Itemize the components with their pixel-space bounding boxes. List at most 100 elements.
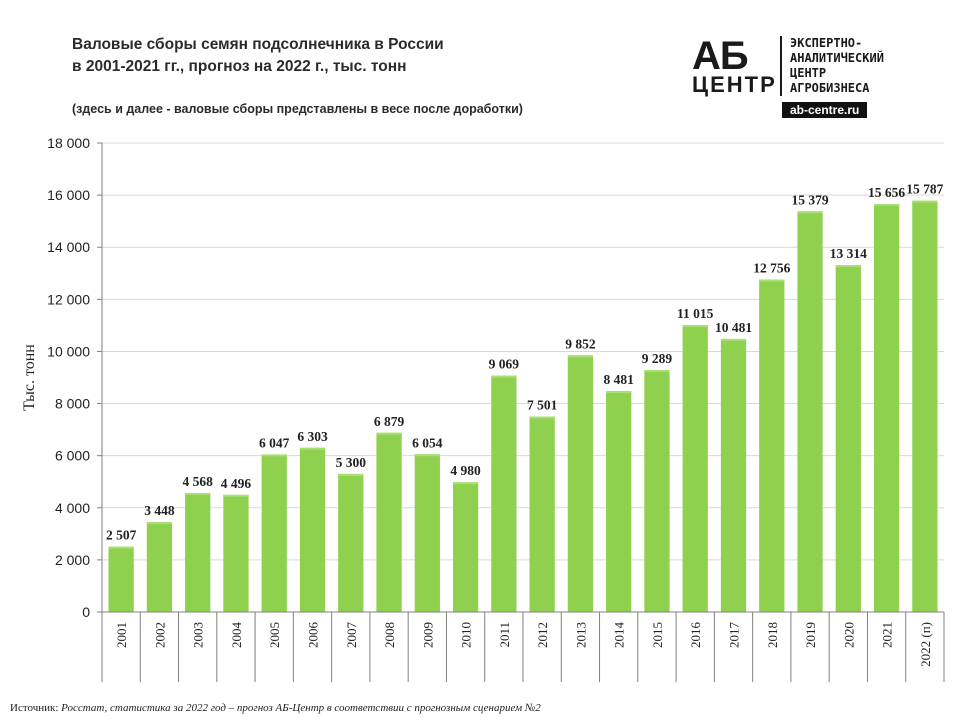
bar-highlight: [376, 432, 402, 435]
bar-highlight: [414, 454, 440, 457]
bar-highlight: [759, 279, 785, 282]
logo-text: ЭКСПЕРТНО- АНАЛИТИЧЕСКИЙ ЦЕНТР АГРОБИЗНЕ…: [790, 36, 884, 96]
bar-highlight: [912, 200, 938, 203]
x-tick-label: 2010: [459, 622, 474, 648]
bar-highlight: [491, 375, 517, 378]
x-tick-label: 2016: [688, 622, 703, 649]
source-note: Источник: Росстат, статистика за 2022 го…: [10, 702, 541, 714]
bar: [108, 546, 134, 612]
y-tick-label: 18 000: [47, 135, 90, 151]
logo-mark-bottom: ЦЕНТР: [692, 72, 777, 97]
value-label: 15 656: [868, 185, 905, 200]
value-labels: 2 507 3 448 4 568 4 496 6 047 6 303 5 300 6 879…: [106, 182, 944, 543]
x-tick-label: 2006: [306, 622, 321, 649]
y-tick-label: 12 000: [47, 291, 90, 307]
x-tick-label: 2015: [650, 622, 665, 648]
x-axis-ticks: 2001 2002 2003 2004 2005 2006 2007 2008 2009 2010…: [114, 612, 933, 682]
x-tick-label: 2017: [727, 622, 742, 649]
bar: [797, 211, 823, 612]
value-label: 6 303: [297, 429, 328, 444]
source-label: Источник:: [10, 702, 59, 714]
x-tick-label: 2003: [191, 622, 206, 648]
x-tick-label: 2012: [535, 622, 550, 648]
y-axis-ticks: 0 2 000 4 000 6 000 8 000 10 000 12 000 14 000 1…: [47, 135, 102, 620]
bar: [759, 279, 785, 612]
bar: [720, 338, 747, 612]
chart-title: Валовые сборы семян подсолнечника в Росс…: [72, 34, 444, 78]
bar-highlight: [644, 369, 670, 372]
value-label: 6 879: [374, 414, 405, 429]
bar: [223, 494, 249, 612]
x-tick-label: 2018: [765, 622, 780, 648]
value-label: 9 069: [489, 357, 520, 372]
bar: [912, 200, 938, 612]
logo-text-line: ЦЕНТР: [790, 66, 827, 80]
bar: [835, 265, 861, 612]
value-label: 7 501: [527, 398, 558, 413]
x-tick-label: 2009: [420, 622, 435, 648]
value-label: 12 756: [753, 261, 790, 276]
bar-highlight: [108, 546, 134, 549]
bar-highlight: [261, 454, 287, 457]
y-axis-label: Тыс. тонн: [21, 344, 38, 411]
bar: [682, 324, 708, 612]
bar-highlight: [338, 473, 364, 476]
y-tick-label: 14 000: [47, 239, 90, 255]
value-label: 15 379: [791, 192, 828, 207]
bar: [873, 204, 900, 612]
bar: [567, 355, 594, 612]
value-label: 11 015: [677, 306, 714, 321]
y-tick-label: 10 000: [47, 343, 90, 359]
value-label: 15 787: [906, 182, 943, 197]
value-label: 2 507: [106, 528, 137, 543]
bar-highlight: [223, 494, 249, 497]
bar-highlight: [720, 338, 747, 341]
bar: [606, 391, 632, 612]
bar-highlight: [529, 416, 555, 419]
logo-mark: АБ ЦЕНТР: [692, 36, 777, 96]
chart-title-line2: в 2001-2021 гг., прогноз на 2022 г., тыс…: [72, 58, 407, 75]
y-tick-label: 16 000: [47, 187, 90, 203]
bar-highlight: [185, 492, 211, 495]
logo-text-line: АГРОБИЗНЕСА: [790, 81, 870, 95]
bar-highlight: [606, 391, 632, 394]
y-tick-label: 0: [82, 604, 90, 620]
x-tick-label: 2019: [803, 622, 818, 648]
bar-highlight: [797, 211, 823, 214]
logo-text-line: ЭКСПЕРТНО-: [790, 36, 863, 50]
chart-title-line1: Валовые сборы семян подсолнечника в Росс…: [72, 36, 444, 53]
x-tick-label: 2013: [573, 622, 588, 648]
value-label: 4 568: [182, 474, 213, 489]
y-tick-label: 8 000: [55, 396, 90, 412]
value-label: 9 289: [642, 351, 673, 366]
x-tick-label: 2008: [382, 622, 397, 648]
x-tick-label: 2002: [152, 622, 167, 648]
bar: [299, 447, 326, 612]
x-tick-label: 2020: [841, 622, 856, 648]
bar: [146, 522, 173, 612]
bar-highlight: [682, 324, 708, 327]
x-tick-label: 2011: [497, 622, 512, 648]
bar: [491, 375, 517, 612]
bar: [185, 492, 211, 612]
value-label: 9 852: [565, 336, 596, 351]
bar: [376, 432, 402, 612]
y-tick-label: 4 000: [55, 500, 90, 516]
source-text: Росстат, статистика за 2022 год – прогно…: [58, 702, 541, 714]
value-label: 8 481: [603, 372, 634, 387]
value-label: 3 448: [144, 503, 175, 518]
bar: [414, 454, 440, 612]
logo-site: ab-centre.ru: [782, 102, 868, 118]
bar-highlight: [567, 355, 594, 358]
x-tick-label: 2001: [114, 622, 129, 648]
chart-note: (здесь и далее - валовые сборы представл…: [72, 102, 523, 116]
bar: [338, 473, 364, 612]
bar: [452, 482, 479, 612]
x-tick-label: 2014: [612, 622, 627, 649]
logo-mark-top: АБ: [692, 34, 749, 78]
value-label: 10 481: [715, 320, 752, 335]
value-label: 6 054: [412, 435, 443, 450]
bar-highlight: [873, 204, 900, 207]
axes: [101, 143, 945, 682]
bar: [529, 416, 555, 612]
